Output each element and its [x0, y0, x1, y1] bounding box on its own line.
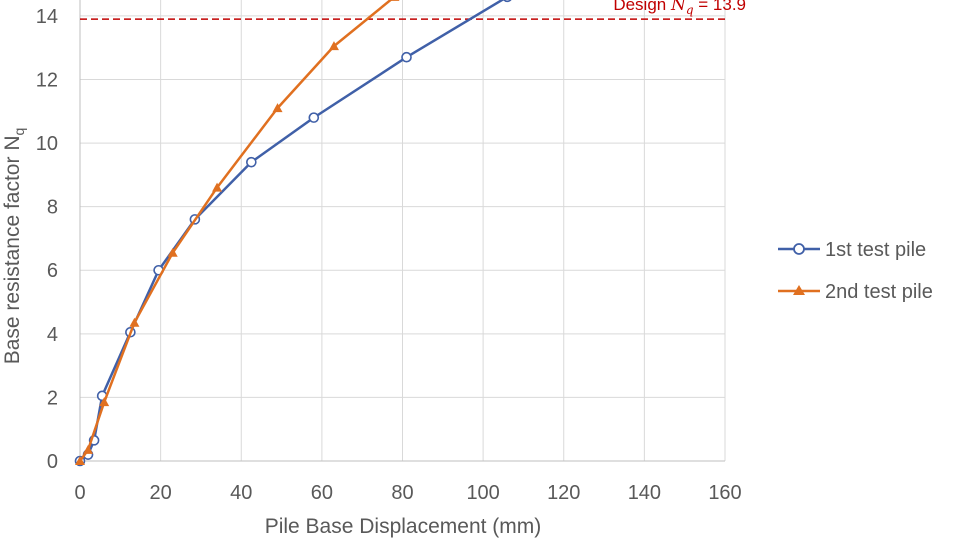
series-line-2 [78, 0, 393, 462]
x-tick-label: 20 [150, 482, 172, 504]
y-tick-label: 10 [36, 133, 58, 155]
data-point-triangle [75, 456, 85, 465]
legend-item-1st-test-pile: 1st test pile [778, 239, 926, 261]
data-point-circle [401, 51, 412, 63]
data-point-triangle [272, 103, 283, 113]
legend-label-1st: 1st test pile [825, 239, 926, 261]
x-tick-label: 140 [628, 482, 661, 504]
x-tick-label: 160 [708, 482, 741, 504]
x-tick-label: 120 [547, 482, 580, 504]
y-tick-label: 12 [36, 69, 58, 91]
y-tick-label: 0 [47, 451, 58, 473]
data-point-triangle [129, 317, 140, 327]
legend-item-2nd-test-pile: 2nd test pile [778, 281, 933, 303]
data-point-circle [308, 112, 320, 123]
legend-label-2nd: 2nd test pile [825, 281, 933, 303]
y-tick-label: 14 [36, 6, 58, 28]
data-point-triangle [212, 182, 223, 192]
y-tick-label: 2 [47, 387, 58, 409]
legend-marker-triangle [793, 285, 805, 295]
x-tick-labels: 0 20 40 60 80 100 120 140 160 [74, 482, 741, 504]
data-point-triangle [389, 0, 400, 1]
legend-marker-circle [793, 243, 805, 255]
y-tick-label: 8 [47, 197, 58, 219]
data-point-circle [246, 156, 257, 168]
y-tick-label: 6 [47, 260, 58, 282]
y-tick-labels: 0 2 4 6 8 10 12 14 [36, 6, 58, 473]
grid-lines [79, 0, 726, 462]
data-point-triangle [328, 41, 339, 51]
x-tick-label: 60 [311, 482, 333, 504]
y-tick-label: 4 [47, 324, 58, 346]
x-tick-label: 100 [466, 482, 499, 504]
data-point-triangle [167, 247, 178, 257]
series-line-1 [79, 0, 505, 462]
y-axis-title: Base resistance factor Nq [1, 128, 27, 365]
x-axis-title: Pile Base Displacement (mm) [265, 515, 542, 538]
x-tick-label: 0 [74, 482, 85, 504]
x-tick-label: 80 [391, 482, 413, 504]
data-point-triangle [83, 444, 94, 454]
legend: 1st test pile 2nd test pile [778, 239, 933, 303]
design-reference-label: Design Nq = 13.9 [613, 0, 746, 17]
data-point-circle [503, 0, 512, 3]
x-tick-label: 40 [230, 482, 252, 504]
axes [79, 0, 725, 462]
series-layer [74, 0, 512, 467]
data-point-triangle [99, 397, 110, 407]
